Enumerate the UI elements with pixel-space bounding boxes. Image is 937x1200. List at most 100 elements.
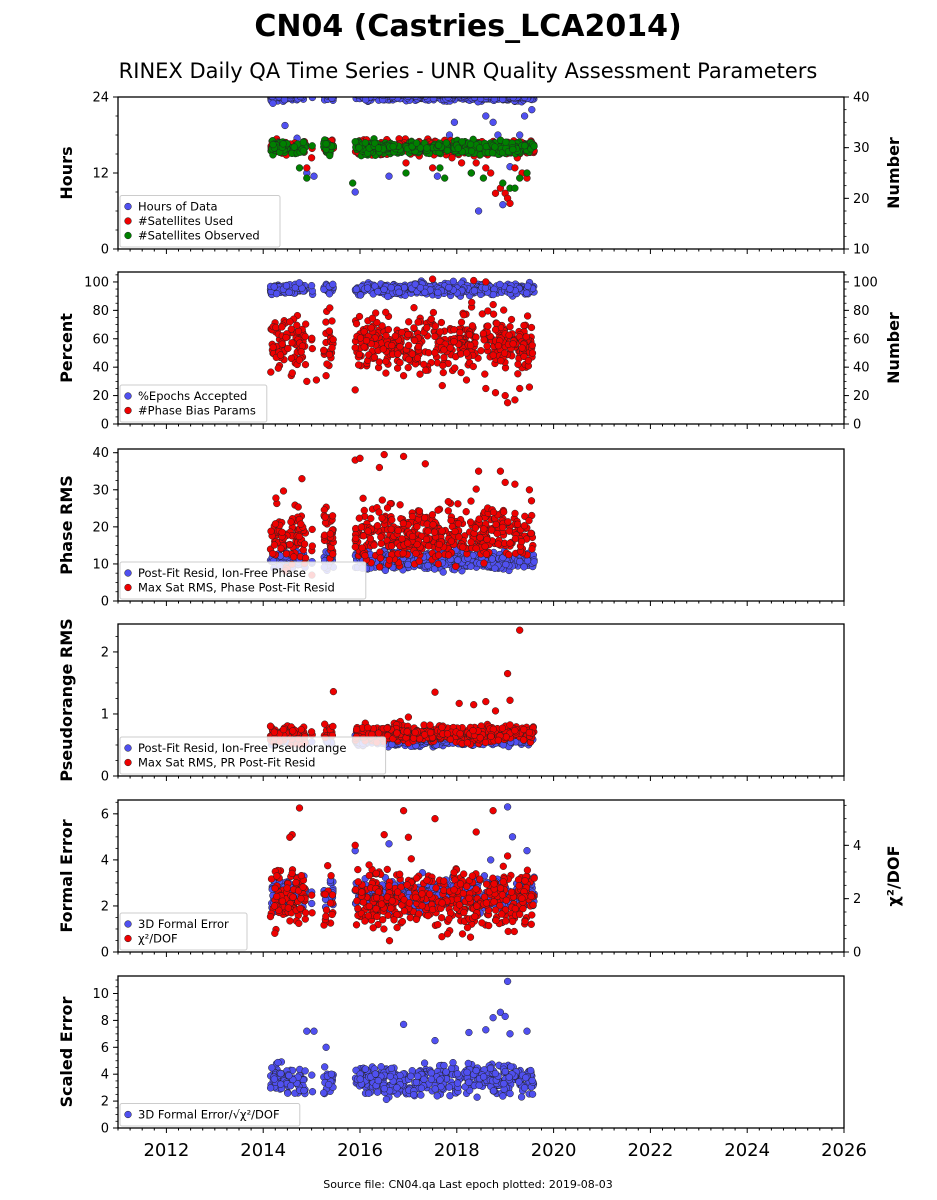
data-point-outlier bbox=[307, 154, 316, 162]
legend-marker bbox=[124, 569, 132, 577]
data-point bbox=[511, 509, 519, 518]
data-point bbox=[428, 511, 437, 519]
series--epochs-accepted bbox=[266, 277, 538, 301]
data-point bbox=[496, 280, 504, 289]
data-point bbox=[372, 309, 380, 317]
data-point-outlier bbox=[528, 106, 536, 114]
data-point bbox=[328, 97, 336, 102]
data-point bbox=[484, 97, 486, 98]
data-point bbox=[286, 540, 294, 549]
phase-points bbox=[266, 450, 538, 579]
data-point bbox=[290, 90, 297, 97]
legend-marker bbox=[124, 583, 132, 592]
y-tick-label: 60 bbox=[92, 332, 109, 347]
data-point bbox=[377, 533, 385, 541]
data-point-outlier bbox=[516, 131, 524, 139]
data-point bbox=[325, 350, 334, 359]
data-point-outlier bbox=[303, 174, 311, 182]
data-point bbox=[414, 97, 418, 98]
data-point-outlier bbox=[269, 99, 277, 107]
data-point bbox=[371, 139, 379, 147]
data-point bbox=[484, 89, 491, 96]
data-point bbox=[457, 368, 465, 377]
data-point bbox=[466, 140, 475, 149]
data-point-outlier bbox=[402, 159, 410, 167]
data-point bbox=[287, 97, 294, 100]
data-point bbox=[487, 732, 495, 741]
data-point bbox=[493, 319, 501, 328]
data-point bbox=[360, 343, 368, 351]
data-point-outlier bbox=[399, 372, 408, 380]
data-point bbox=[391, 332, 399, 340]
data-point bbox=[472, 544, 480, 552]
data-point bbox=[374, 287, 382, 296]
data-point bbox=[359, 532, 368, 540]
y-tick-label: 100 bbox=[84, 275, 109, 290]
y-tick-label: 10 bbox=[92, 557, 109, 572]
y-tick-label: 20 bbox=[92, 520, 109, 535]
data-point bbox=[471, 524, 480, 532]
y-tick-label: 0 bbox=[101, 418, 109, 433]
data-point bbox=[378, 322, 386, 330]
data-point bbox=[297, 520, 305, 528]
data-point-outlier bbox=[428, 164, 437, 172]
percent-legend: %Epochs Accepted#Phase Bias Params bbox=[119, 384, 268, 423]
data-point bbox=[285, 288, 293, 297]
data-point bbox=[269, 549, 277, 558]
data-point bbox=[509, 145, 517, 154]
data-point bbox=[380, 285, 388, 294]
data-point-outlier bbox=[428, 275, 437, 283]
series-max-sat-rms-pr-post-fit-resid bbox=[266, 626, 538, 749]
data-point bbox=[405, 318, 413, 326]
data-point bbox=[410, 324, 418, 332]
y-tick-label: 24 bbox=[92, 91, 109, 106]
data-point bbox=[446, 344, 454, 352]
data-point bbox=[475, 515, 483, 523]
data-point bbox=[466, 341, 475, 350]
y-tick-label: 12 bbox=[92, 167, 109, 182]
data-point bbox=[387, 525, 395, 533]
data-point bbox=[308, 142, 316, 150]
data-point bbox=[440, 353, 448, 362]
data-point bbox=[404, 539, 412, 547]
data-point bbox=[523, 289, 531, 297]
data-point-outlier bbox=[402, 169, 410, 177]
data-point bbox=[394, 350, 402, 358]
data-point bbox=[367, 514, 375, 523]
data-point bbox=[416, 284, 425, 292]
legend-marker bbox=[124, 406, 132, 415]
data-point bbox=[523, 312, 532, 320]
data-point bbox=[506, 539, 514, 547]
data-point bbox=[460, 311, 468, 319]
data-point bbox=[424, 349, 433, 357]
data-point bbox=[439, 568, 447, 576]
data-point bbox=[360, 506, 368, 515]
legend-entry: #Satellites Used bbox=[138, 214, 233, 228]
data-point-outlier bbox=[281, 121, 289, 130]
data-point bbox=[269, 343, 277, 351]
data-point bbox=[467, 147, 476, 155]
data-point bbox=[422, 366, 430, 374]
data-point bbox=[404, 330, 412, 339]
y-tick-label-right: 100 bbox=[853, 275, 878, 290]
data-point bbox=[291, 283, 299, 292]
data-point bbox=[454, 144, 462, 152]
data-point bbox=[431, 349, 439, 357]
data-point bbox=[408, 512, 417, 521]
data-point bbox=[289, 90, 296, 97]
data-point bbox=[421, 288, 429, 296]
hours-ylabel: Hours bbox=[57, 146, 76, 199]
data-point bbox=[463, 349, 471, 357]
data-point bbox=[494, 342, 503, 350]
data-point bbox=[368, 314, 377, 322]
data-point bbox=[447, 516, 455, 525]
data-point bbox=[366, 535, 375, 543]
data-point-outlier bbox=[474, 207, 483, 215]
data-point bbox=[412, 549, 420, 558]
data-point bbox=[352, 534, 360, 542]
data-point-outlier bbox=[433, 172, 442, 180]
data-point bbox=[372, 97, 376, 98]
y-tick-label-right: 30 bbox=[853, 141, 870, 156]
